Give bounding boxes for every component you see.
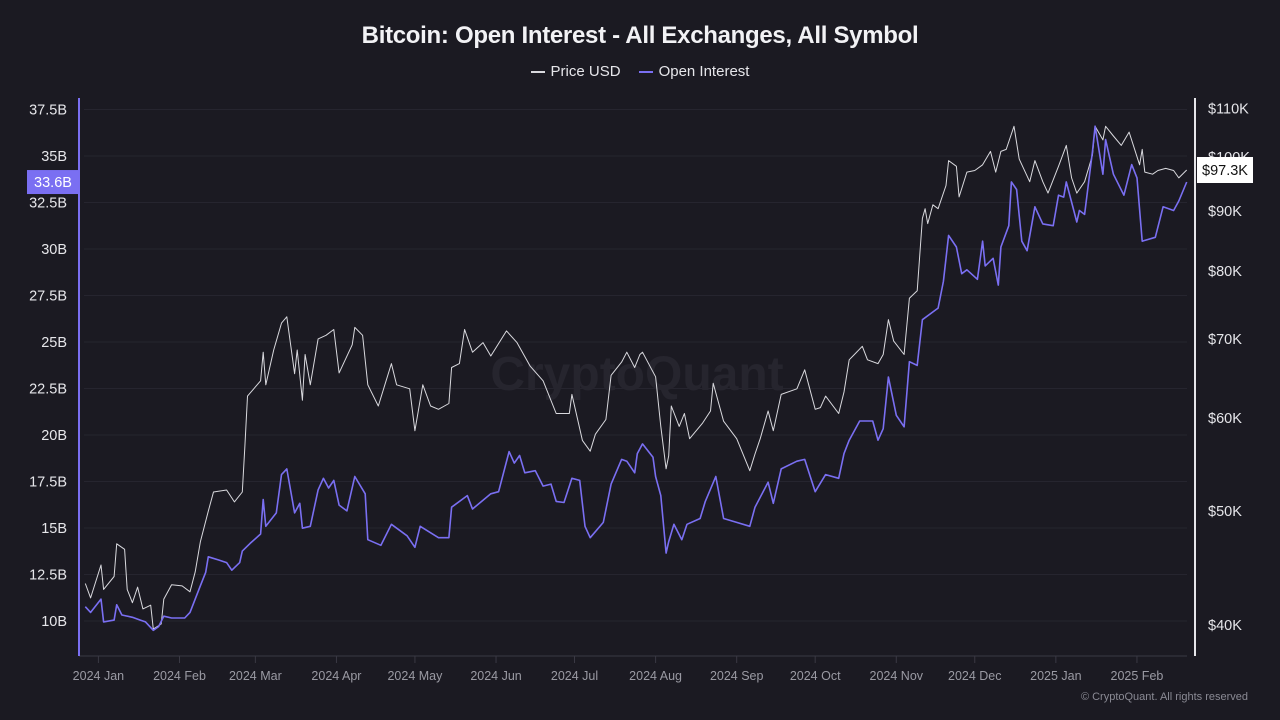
y-right-tick-label: $60K [1208, 411, 1242, 427]
x-tick-label: 2024 Oct [790, 669, 841, 683]
y-left-tick-label: 37.5B [29, 103, 67, 119]
y-axis-right: $40K$50K$60K$70K$80K$90K$100K$110K [1194, 98, 1250, 656]
x-tick-label: 2024 Jul [551, 669, 598, 683]
y-left-tick-label: 25B [41, 335, 67, 351]
legend-label-price: Price USD [550, 63, 621, 80]
y-right-tick-label: $70K [1208, 332, 1242, 348]
open-interest-line [84, 125, 1188, 632]
legend: Price USD Open Interest [0, 63, 1280, 80]
y-right-tick-label: $80K [1208, 264, 1242, 280]
gridlines [84, 109, 1187, 622]
current-value-tags: 33.6B $97.3K [27, 157, 1253, 195]
y-left-tick-label: 12.5B [29, 568, 67, 584]
y-left-tick-label: 32.5B [29, 196, 67, 212]
legend-label-open-interest: Open Interest [658, 63, 750, 80]
price-usd-line [84, 125, 1188, 630]
open-interest-current-tag [27, 170, 79, 195]
y-right-tick-label: $110K [1208, 101, 1249, 117]
open-interest-current-value: 33.6B [34, 175, 72, 191]
y-left-tick-label: 10B [41, 614, 67, 630]
legend-item-price[interactable]: Price USD [530, 63, 621, 80]
y-right-tick-label: $50K [1208, 504, 1242, 520]
y-right-tick-label: $90K [1208, 204, 1242, 220]
x-tick-label: 2024 May [387, 669, 443, 683]
x-tick-label: 2024 Nov [870, 669, 924, 683]
y-left-tick-label: 17.5B [29, 475, 67, 491]
y-left-tick-label: 22.5B [29, 382, 67, 398]
x-tick-label: 2024 Sep [710, 669, 764, 683]
x-tick-label: 2024 Dec [948, 669, 1002, 683]
y-left-tick-label: 35B [41, 149, 67, 165]
legend-swatch-open-interest [638, 70, 653, 73]
series-lines [84, 125, 1188, 632]
y-right-tick-label: $40K [1208, 618, 1242, 634]
legend-item-open-interest[interactable]: Open Interest [638, 63, 750, 80]
y-left-tick-label: 30B [41, 242, 67, 258]
x-tick-label: 2024 Apr [311, 669, 361, 683]
x-tick-label: 2025 Feb [1111, 669, 1164, 683]
legend-swatch-price [530, 70, 545, 73]
chart-title: Bitcoin: Open Interest - All Exchanges, … [361, 22, 919, 49]
x-tick-label: 2024 Jun [470, 669, 521, 683]
price-current-value: $97.3K [1202, 163, 1248, 179]
x-tick-label: 2024 Jan [73, 669, 124, 683]
copyright-notice: © CryptoQuant. All rights reserved [1080, 691, 1248, 703]
x-tick-label: 2024 Feb [153, 669, 206, 683]
y-left-tick-label: 15B [41, 521, 67, 537]
price-current-tag [1197, 157, 1253, 184]
x-tick-label: 2024 Mar [229, 669, 282, 683]
y-left-tick-label: 27.5B [29, 289, 67, 305]
x-tick-label: 2024 Aug [629, 669, 682, 683]
x-tick-label: 2025 Jan [1030, 669, 1081, 683]
y-left-tick-label: 20B [41, 428, 67, 444]
x-axis: 2024 Jan 2024 Feb 2024 Mar 2024 Apr 2024 May… [73, 655, 1187, 683]
watermark: CryptoQuant [490, 348, 783, 401]
